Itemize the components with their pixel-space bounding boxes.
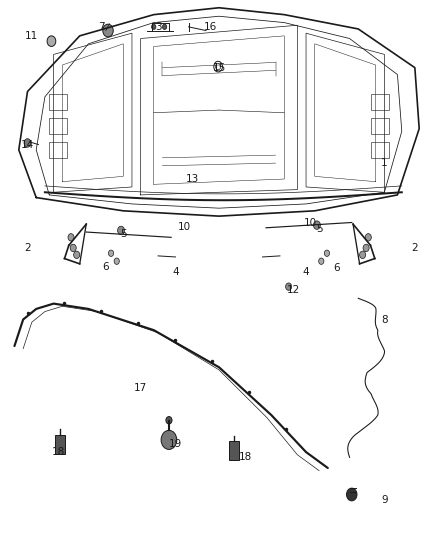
Circle shape — [365, 233, 371, 241]
Circle shape — [161, 430, 177, 449]
Text: 1: 1 — [381, 158, 388, 168]
Circle shape — [24, 139, 31, 147]
Bar — [55, 434, 65, 454]
Text: 2: 2 — [24, 243, 31, 253]
Circle shape — [162, 24, 167, 29]
Text: 16: 16 — [204, 22, 217, 32]
Text: 19: 19 — [169, 439, 182, 449]
Text: 11: 11 — [25, 31, 39, 41]
Bar — [49, 94, 67, 110]
Bar — [371, 142, 389, 158]
Bar — [229, 441, 240, 460]
Circle shape — [152, 24, 156, 29]
Text: 4: 4 — [303, 267, 309, 277]
Text: 5: 5 — [316, 224, 322, 235]
Text: 10: 10 — [304, 218, 317, 228]
Text: 10: 10 — [178, 222, 191, 232]
Circle shape — [117, 226, 124, 235]
Text: 5: 5 — [120, 229, 127, 239]
Bar — [371, 118, 389, 134]
Text: 8: 8 — [381, 314, 388, 325]
Circle shape — [166, 417, 172, 424]
Text: 4: 4 — [172, 267, 179, 277]
Text: 9: 9 — [381, 495, 388, 505]
Circle shape — [70, 244, 76, 252]
Text: 18: 18 — [51, 447, 64, 457]
Text: 2: 2 — [412, 243, 418, 253]
Text: 14: 14 — [21, 140, 34, 150]
Text: 3: 3 — [155, 22, 161, 32]
Text: 13: 13 — [186, 174, 200, 184]
Circle shape — [363, 244, 369, 252]
Circle shape — [360, 251, 366, 259]
Text: 15: 15 — [212, 63, 226, 72]
Text: 12: 12 — [286, 285, 300, 295]
Circle shape — [346, 488, 357, 501]
Bar — [49, 142, 67, 158]
Circle shape — [319, 258, 324, 264]
Text: 17: 17 — [134, 383, 147, 393]
Circle shape — [47, 36, 56, 46]
Bar — [49, 118, 67, 134]
Text: 18: 18 — [238, 453, 252, 463]
Circle shape — [109, 250, 114, 256]
Circle shape — [103, 24, 113, 37]
Text: 7: 7 — [98, 22, 105, 32]
Circle shape — [286, 283, 292, 290]
Bar — [371, 94, 389, 110]
Circle shape — [74, 251, 80, 259]
Circle shape — [324, 250, 329, 256]
Circle shape — [314, 221, 321, 229]
Circle shape — [114, 258, 119, 264]
Circle shape — [68, 233, 74, 241]
Text: 6: 6 — [102, 262, 109, 271]
Text: 6: 6 — [333, 263, 340, 272]
